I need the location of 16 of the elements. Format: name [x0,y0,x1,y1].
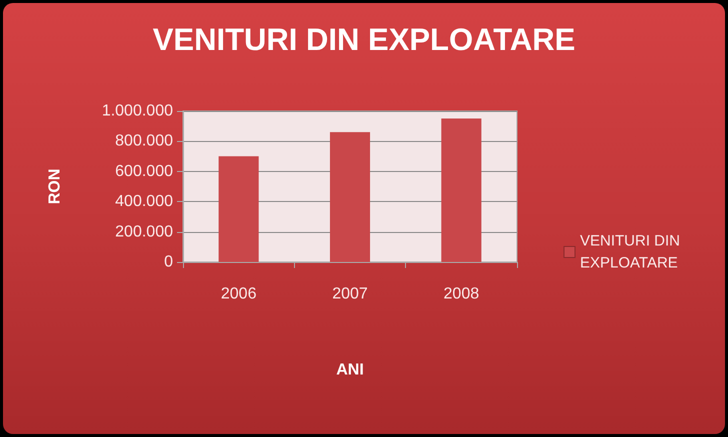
y-tick-label: 200.000 [115,223,174,240]
y-tick-label: 0 [164,254,174,270]
x-axis-title: ANI [336,362,364,378]
x-tick-label: 2006 [220,286,257,302]
bar [441,118,482,262]
x-tick-label: 2007 [332,286,368,302]
legend-label: VENITURI DIN EXPLOATARE [580,232,684,272]
bar [218,156,259,262]
y-axis-title: RON [46,168,64,204]
y-tick-label: 600.000 [115,162,174,180]
y-tick-label: 400.000 [115,193,174,210]
y-tick-label: 800.000 [115,132,174,150]
chart-title: VENITURI DIN EXPLOATARE [152,22,576,57]
x-tick-label: 2008 [444,286,480,302]
bar [330,132,370,262]
y-tick-label: 1.000.000 [102,102,174,120]
